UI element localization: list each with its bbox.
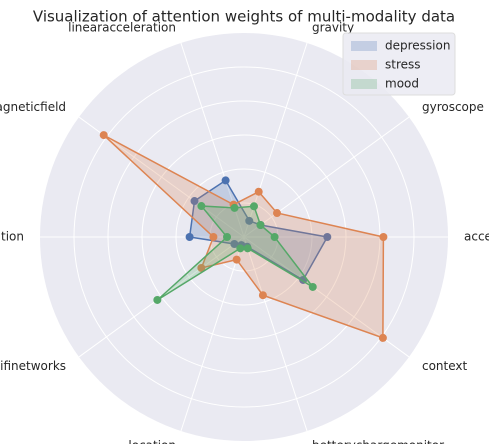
data-point — [236, 244, 245, 253]
category-label: linearacceleration — [68, 20, 176, 34]
chart-title: Visualization of attention weights of mu… — [33, 8, 455, 26]
data-point — [230, 203, 239, 212]
data-point — [270, 233, 279, 241]
data-point — [243, 244, 252, 253]
category-label: accelerometer — [464, 230, 489, 244]
data-point — [223, 233, 231, 241]
data-point — [256, 221, 265, 230]
grid-spoke — [243, 236, 308, 432]
data-point — [254, 187, 263, 196]
grid-spoke — [180, 236, 245, 432]
category-label: context — [422, 359, 468, 373]
legend-box — [342, 32, 456, 96]
legend-swatch — [351, 79, 377, 89]
data-point — [249, 202, 258, 211]
data-point — [379, 233, 388, 241]
legend-label: stress — [385, 58, 421, 72]
category-label: orientation — [0, 230, 24, 244]
data-point — [258, 291, 267, 300]
series-area — [157, 206, 313, 300]
data-point — [273, 209, 282, 218]
series-area — [189, 180, 328, 280]
data-point — [308, 282, 317, 291]
data-point — [378, 333, 387, 342]
category-label: gravity — [312, 20, 354, 34]
legend-swatch — [351, 60, 377, 70]
data-point — [232, 255, 241, 264]
category-label: location — [128, 439, 176, 444]
data-point — [185, 233, 194, 241]
data-point — [221, 176, 230, 185]
legend-label: mood — [385, 77, 419, 91]
legend-label: depression — [385, 39, 450, 53]
data-point — [323, 233, 332, 241]
data-point — [230, 239, 239, 248]
data-point — [209, 233, 218, 241]
category-label: magneticfield — [0, 100, 66, 114]
legend-swatch — [351, 41, 377, 51]
data-point — [153, 295, 162, 304]
data-point — [197, 202, 206, 211]
category-label: wifinetworks — [0, 359, 66, 373]
category-label: betterychargemonitor — [312, 439, 444, 444]
category-label: gyroscope — [422, 100, 484, 114]
grid-spoke — [243, 116, 410, 238]
data-point — [99, 131, 108, 140]
data-point — [197, 263, 206, 272]
data-point — [245, 216, 254, 225]
data-point — [190, 197, 199, 206]
